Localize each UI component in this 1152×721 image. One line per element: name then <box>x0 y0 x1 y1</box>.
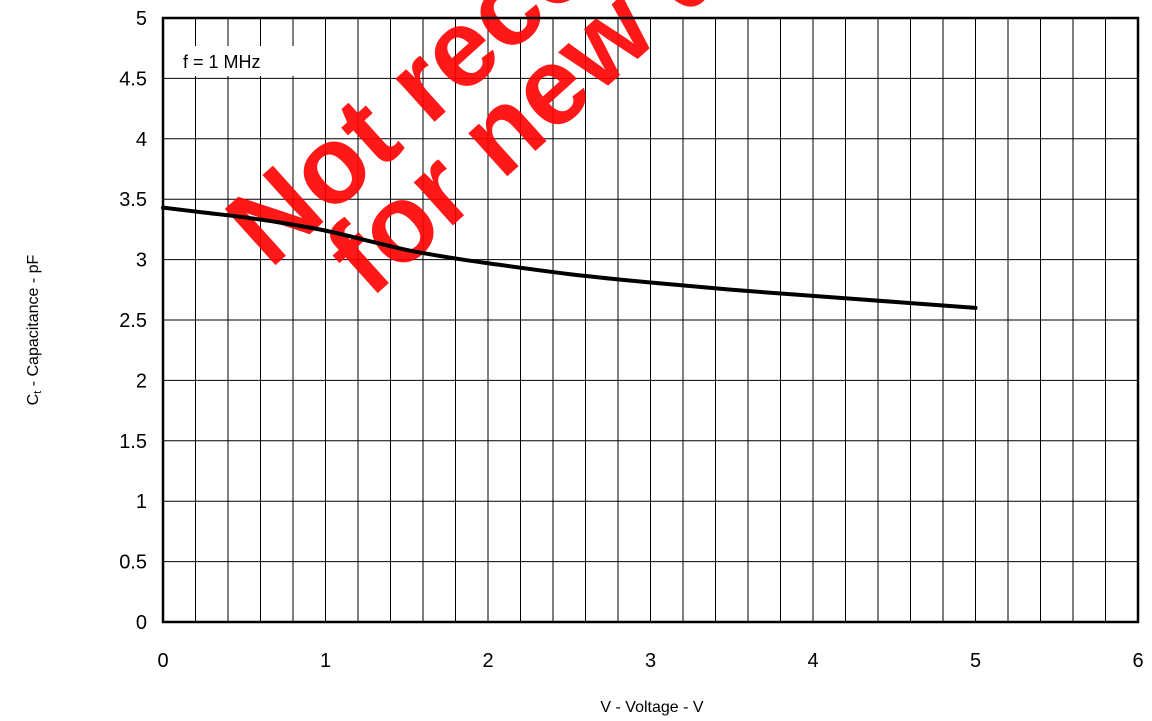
x-tick-label: 0 <box>157 650 168 672</box>
x-tick-label: 3 <box>645 650 656 672</box>
y-tick-label: 4 <box>136 129 147 151</box>
annotation-box: f = 1 MHz <box>178 46 295 76</box>
x-tick-label: 1 <box>320 650 331 672</box>
y-tick-label: 5 <box>136 8 147 30</box>
y-tick-label: 2 <box>136 370 147 392</box>
x-tick-label: 4 <box>807 650 818 672</box>
x-tick-labels: 0 1 2 3 4 5 6 <box>157 650 1143 672</box>
y-tick-label: 4.5 <box>119 68 147 90</box>
y-axis-title-sub: t <box>32 391 44 394</box>
annotation-frequency: f = 1 MHz <box>183 52 261 72</box>
y-tick-label: 3 <box>136 250 147 272</box>
watermark: Not recommended for new design <box>204 0 1004 318</box>
grid-lines <box>163 18 1138 622</box>
annotation-background <box>178 46 295 76</box>
x-tick-label: 5 <box>970 650 981 672</box>
x-tick-label: 6 <box>1132 650 1143 672</box>
data-series <box>161 205 978 310</box>
y-tick-label: 1.5 <box>119 431 147 453</box>
y-tick-labels: 0 0.5 1 1.5 2 2.5 3 3.5 4 4.5 5 <box>119 8 147 634</box>
plot-frame <box>161 16 1140 624</box>
series-line-capacitance <box>161 205 978 310</box>
y-axis-title-main: C <box>25 394 42 406</box>
y-tick-label: 0 <box>136 612 147 634</box>
y-tick-label: 0.5 <box>119 552 147 574</box>
y-tick-label: 3.5 <box>119 189 147 211</box>
y-axis-title-rest: - Capacitance - pF <box>25 254 42 390</box>
y-tick-label: 2.5 <box>119 310 147 332</box>
y-axis-title: Ct - Capacitance - pF <box>25 254 44 405</box>
y-tick-label: 1 <box>136 491 147 513</box>
x-tick-label: 2 <box>482 650 493 672</box>
x-axis-title: V - Voltage - V <box>600 699 703 716</box>
